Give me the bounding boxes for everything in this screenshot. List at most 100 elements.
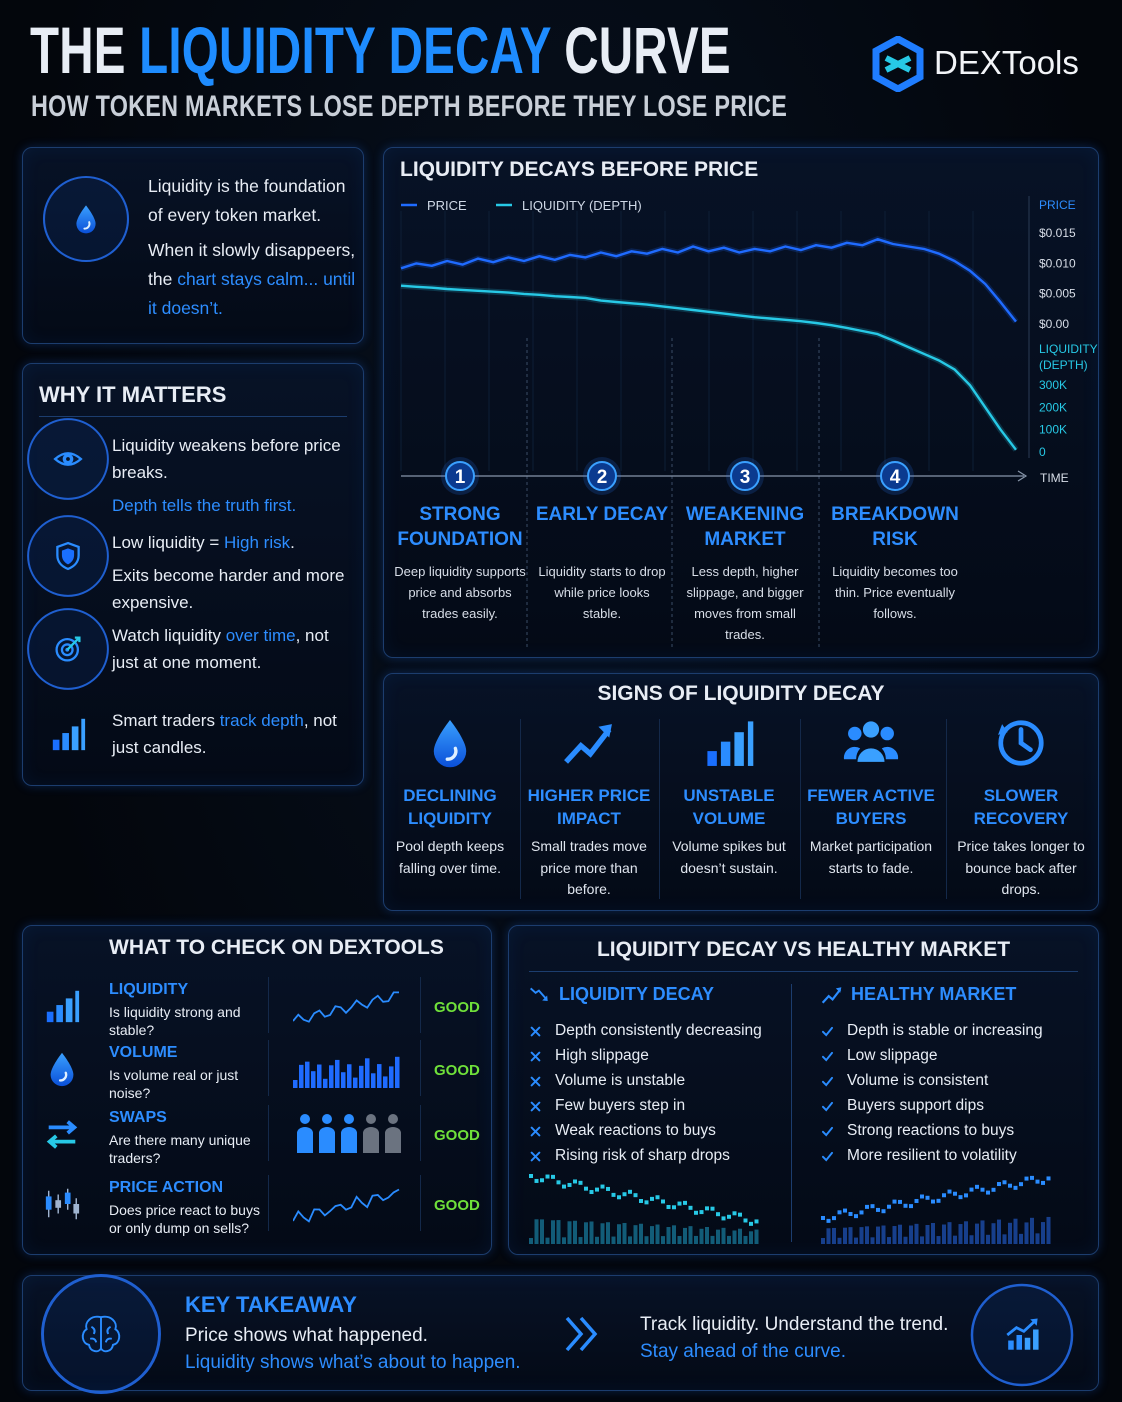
intro-panel: Liquidity is the foundation of every tok… [22, 147, 364, 344]
icon-target [27, 608, 109, 690]
mini-bar [826, 1228, 831, 1244]
chart-title: LIQUIDITY DECAYS BEFORE PRICE [400, 158, 759, 181]
icon-shape [56, 541, 80, 571]
mini-bar [628, 1236, 632, 1244]
icon-part [564, 727, 612, 764]
icon-part [76, 205, 96, 234]
trader-body [385, 1127, 401, 1153]
mini-bar [540, 1219, 544, 1244]
icon-part [821, 1126, 834, 1137]
stage-number: 3 [740, 467, 751, 488]
mini-bar [958, 1224, 963, 1244]
icon-part [433, 720, 467, 768]
icon-people [843, 721, 899, 762]
column-divider [420, 1040, 421, 1096]
mini-bar [710, 1235, 715, 1244]
mini-bar [997, 1219, 1001, 1244]
x-axis-title: TIME [1040, 471, 1069, 485]
icon-part [565, 1316, 584, 1352]
compare-item: Depth consistently decreasing [555, 1022, 762, 1039]
series-line [400, 284, 1017, 451]
check-name: SWAPS [109, 1109, 167, 1126]
mini-bar [721, 1227, 726, 1244]
column-divider [659, 719, 660, 899]
paragraph: Smart traders track depth, not just cand… [112, 707, 347, 761]
mini-bar [986, 1234, 990, 1244]
compare-item: Buyers support dips [847, 1097, 984, 1114]
icon-shape [45, 1188, 80, 1220]
mini-candle [551, 1174, 555, 1179]
mini-candle [600, 1184, 605, 1189]
check-question: Are there many unique traders? [109, 1132, 251, 1166]
mini-bar [1041, 1222, 1045, 1244]
check-status: GOOD [434, 1062, 480, 1079]
mini-bar [1024, 1222, 1029, 1244]
mini-candle [743, 1218, 748, 1223]
legend-label: PRICE [427, 198, 467, 213]
icon-shape [76, 205, 96, 234]
brand-logo [872, 36, 924, 92]
mini-candle [832, 1216, 836, 1221]
mini-candle [611, 1192, 616, 1197]
stage-badge [880, 461, 910, 491]
mini-candle [534, 1178, 539, 1183]
icon-shape [50, 1052, 74, 1087]
icon-part [445, 746, 458, 761]
mini-candle [672, 1205, 676, 1210]
column-divider [268, 1175, 269, 1231]
mini-bar [1008, 1222, 1012, 1244]
mini-bar [936, 1236, 941, 1244]
sign-text: Volume spikes but doesn’t sustain. [672, 838, 786, 876]
mini-candle [892, 1199, 897, 1204]
icon-shape [530, 1026, 541, 1037]
legend-label: LIQUIDITY (DEPTH) [522, 198, 642, 213]
mini-candle [964, 1193, 968, 1198]
icon-part [530, 1151, 541, 1162]
icon-shape [821, 1076, 834, 1087]
icon-cross [530, 1126, 541, 1137]
trader-head [322, 1114, 332, 1124]
y-axis-title: PRICE [1039, 198, 1076, 212]
icon-shape [565, 1316, 598, 1352]
text: Low liquidity = [112, 533, 224, 552]
brand-name: DEXTools [934, 44, 1079, 81]
check-question: Is liquidity strong and stable? [109, 1004, 241, 1038]
y2-tick-label: 100K [1039, 423, 1067, 437]
mini-chart [297, 1114, 401, 1153]
trader-body [319, 1127, 335, 1153]
icon-upchart [970, 1283, 1074, 1387]
takeaway-panel: KEY TAKEAWAY Price shows what happened. Li… [22, 1274, 1099, 1394]
mini-bar [573, 1220, 577, 1244]
compare-item: High slippage [555, 1047, 649, 1064]
mini-candle [595, 1187, 599, 1192]
highlight-text: chart stays calm... until it doesn’t. [148, 269, 356, 318]
icon-drop [42, 175, 130, 263]
icon-trend [821, 987, 842, 1004]
why-item: Liquidity weakens before price breaks. De… [112, 432, 347, 525]
mini-candle [754, 1219, 759, 1224]
mini-bar [633, 1225, 638, 1244]
mini-bar [639, 1223, 643, 1244]
mini-candle [639, 1199, 643, 1204]
spark-bar [293, 1080, 298, 1088]
compare-heading: LIQUIDITY DECAY [559, 984, 715, 1004]
mini-candle [556, 1180, 561, 1185]
icon-part [857, 748, 885, 762]
icon-part [821, 1026, 834, 1037]
icon-part [81, 718, 86, 751]
text: Smart traders [112, 711, 220, 730]
section-title: WHAT TO CHECK ON DEXTOOLS [109, 936, 444, 959]
mini-bar [1019, 1233, 1023, 1244]
check-question: Is volume real or just noise? [109, 1067, 239, 1101]
icon-part [58, 1071, 68, 1082]
icon-part [62, 733, 69, 751]
mini-bar [617, 1224, 621, 1244]
column-divider [420, 977, 421, 1033]
column-divider [420, 1175, 421, 1231]
mini-bar [870, 1237, 875, 1244]
stage-title: WEAKENING MARKET [685, 504, 805, 550]
mini-candle [914, 1198, 919, 1203]
mini-candle [953, 1191, 957, 1196]
y-tick-label: $0.015 [1039, 226, 1076, 240]
mini-candle [633, 1193, 638, 1198]
